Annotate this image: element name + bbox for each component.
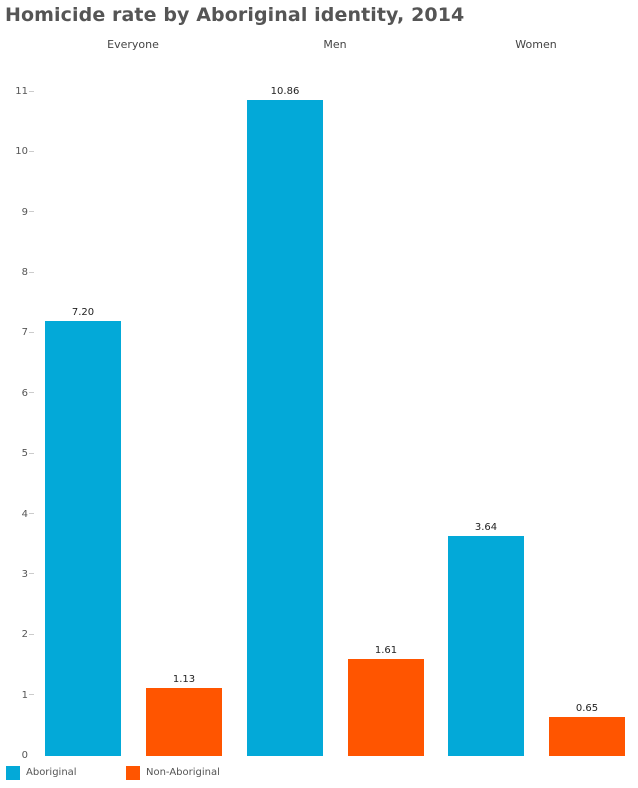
y-tick-label: 4 <box>21 508 28 520</box>
y-tick: 6 <box>0 388 34 400</box>
legend-label-non-aboriginal: Non-Aboriginal <box>146 767 220 778</box>
bar-everyone-aboriginal[interactable] <box>45 321 121 756</box>
y-tick-mark <box>29 331 34 333</box>
y-tick: 9 <box>0 207 34 219</box>
y-tick-mark <box>29 513 34 515</box>
bar-men-aboriginal[interactable] <box>247 100 323 756</box>
y-tick-mark <box>29 392 34 394</box>
y-tick-mark <box>29 633 34 635</box>
bar-value-label: 7.20 <box>71 307 95 319</box>
group-label-women: Women <box>515 38 557 51</box>
legend-swatch-non-aboriginal <box>126 766 140 780</box>
y-tick-label: 6 <box>21 387 28 399</box>
y-tick-label: 5 <box>21 448 28 460</box>
y-tick-label: 1 <box>21 689 28 701</box>
y-tick: 0 <box>0 750 34 762</box>
y-tick-mark <box>29 150 34 152</box>
y-tick-label: 10 <box>15 146 28 158</box>
y-tick-mark <box>29 90 34 92</box>
legend-swatch-aboriginal <box>6 766 20 780</box>
y-tick-label: 8 <box>21 267 28 279</box>
bar-value-label: 10.86 <box>270 86 300 98</box>
bar-value-label: 0.65 <box>575 702 599 714</box>
y-tick-mark <box>29 452 34 454</box>
y-tick: 5 <box>0 448 34 460</box>
y-tick-label: 2 <box>21 629 28 641</box>
y-tick: 2 <box>0 629 34 641</box>
chart-title: Homicide rate by Aboriginal identity, 20… <box>5 4 465 26</box>
y-tick: 1 <box>0 690 34 702</box>
y-tick-mark <box>29 694 34 696</box>
bar-women-non-aboriginal[interactable] <box>549 716 625 756</box>
y-tick-label: 3 <box>21 568 28 580</box>
bar-men-non-aboriginal[interactable] <box>348 658 424 756</box>
y-tick: 8 <box>0 267 34 279</box>
y-tick-mark <box>29 211 34 213</box>
legend-label-aboriginal: Aboriginal <box>26 767 77 778</box>
bar-value-label: 1.13 <box>172 673 196 685</box>
y-tick-label: 0 <box>21 750 28 761</box>
y-tick: 4 <box>0 509 34 521</box>
y-tick-label: 7 <box>21 327 28 339</box>
bar-women-aboriginal[interactable] <box>448 536 524 756</box>
bar-value-label: 1.61 <box>374 644 398 656</box>
bar-everyone-non-aboriginal[interactable] <box>146 687 222 756</box>
y-tick-label: 9 <box>21 206 28 218</box>
y-tick-mark <box>29 271 34 273</box>
group-label-everyone: Everyone <box>107 38 159 51</box>
group-label-men: Men <box>323 38 347 51</box>
y-tick-mark <box>29 573 34 575</box>
y-tick-label: 11 <box>15 86 28 97</box>
y-tick: 3 <box>0 569 34 581</box>
bar-value-label: 3.64 <box>474 522 498 534</box>
y-tick: 11 <box>0 86 34 98</box>
y-tick: 10 <box>0 146 34 158</box>
y-tick: 7 <box>0 327 34 339</box>
